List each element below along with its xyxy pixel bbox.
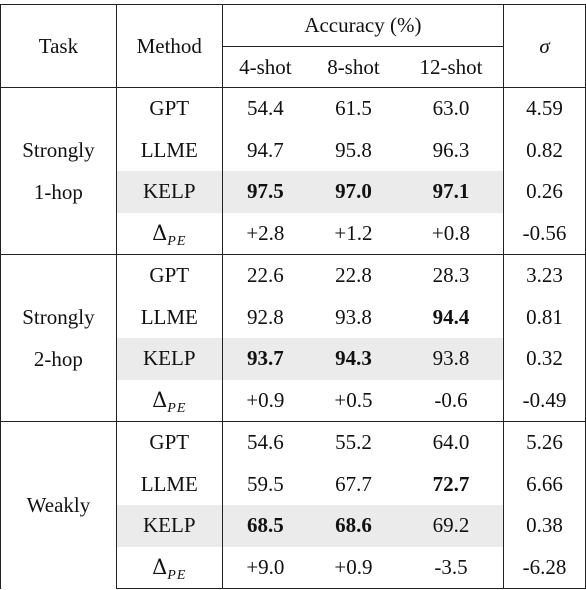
value-sigma: 3.23 <box>503 254 586 297</box>
table-row: ΔPE +2.8 +1.2 +0.8 -0.56 <box>1 212 586 255</box>
table-row: Strongly 1-hop GPT 54.4 61.5 63.0 4.59 <box>0 87 586 255</box>
task-label-line1: Strongly <box>22 305 95 329</box>
value-8-shot: 61.5 <box>308 87 399 130</box>
header-row-2: 4-shot 8-shot 12-shot <box>1 46 586 88</box>
table-row: ΔPE +9.0 +0.9 -3.5 -6.28 <box>1 546 586 589</box>
results-table: Task Method Accuracy (%) σ 4-shot 8-shot… <box>0 4 586 589</box>
value-8-shot: 55.2 <box>308 421 399 464</box>
value-4-shot: 93.7 <box>221 338 309 380</box>
task-label-line2: 1-hop <box>33 180 83 204</box>
value-12-shot: 97.1 <box>398 171 505 213</box>
table-row: Weakly GPT 54.6 55.2 64.0 5.26 <box>0 421 586 589</box>
value-4-shot: 97.5 <box>221 171 309 213</box>
method-cell-delta: ΔPE <box>115 379 223 422</box>
task-label-line2: 2-hop <box>33 347 83 371</box>
header-4-shot: 4-shot <box>221 46 309 88</box>
task-cell: Strongly 1-hop <box>0 87 117 255</box>
header-method: Method <box>115 4 223 88</box>
method-cell-delta: ΔPE <box>115 212 223 255</box>
value-sigma: 5.26 <box>503 421 586 464</box>
value-12-shot: 94.4 <box>398 296 505 338</box>
method-cell-delta: ΔPE <box>115 546 223 589</box>
header-accuracy: Accuracy (%) <box>221 4 505 47</box>
method-cell: LLME <box>115 129 223 171</box>
value-4-shot: +0.9 <box>221 379 309 422</box>
value-4-shot: 94.7 <box>221 129 309 171</box>
table-row: Strongly 2-hop GPT 22.6 22.8 28.3 3.23 <box>0 254 586 422</box>
method-cell: KELP <box>115 338 223 380</box>
value-8-shot: 22.8 <box>308 254 399 297</box>
method-cell: GPT <box>115 421 223 464</box>
delta-subscript: PE <box>167 400 187 416</box>
table-row-highlighted: KELP 68.5 68.6 69.2 0.38 <box>1 505 586 547</box>
value-sigma: 0.81 <box>503 296 586 338</box>
table-row: LLME 92.8 93.8 94.4 0.81 <box>1 296 586 338</box>
value-sigma: 0.82 <box>503 129 586 171</box>
value-8-shot: +0.5 <box>334 387 373 412</box>
header-sigma: σ <box>503 4 586 88</box>
value-sigma: -0.56 <box>503 212 586 255</box>
value-sigma: -6.28 <box>503 546 586 589</box>
value-8-shot: 94.3 <box>308 338 399 380</box>
method-cell: GPT <box>115 254 223 297</box>
table-row: ΔPE +0.9 +0.5 -0.6 -0.49 <box>1 379 586 422</box>
value-12-shot: 96.3 <box>398 129 505 171</box>
task-cell: Weakly <box>0 421 117 589</box>
value-4-shot: 54.4 <box>221 87 309 130</box>
delta-symbol: Δ <box>152 220 168 245</box>
value-12-shot: 64.0 <box>398 421 505 464</box>
value-12-shot: +0.8 <box>398 212 505 255</box>
value-sigma: -0.49 <box>503 379 586 422</box>
table-row: LLME 94.7 95.8 96.3 0.82 <box>1 129 586 171</box>
value-sigma: 0.32 <box>503 338 586 380</box>
value-8-shot: 68.6 <box>308 505 399 547</box>
table-row: LLME 59.5 67.7 72.7 6.66 <box>1 463 586 505</box>
value-4-shot: 68.5 <box>221 505 309 547</box>
value-8-shot: 95.8 <box>335 137 372 162</box>
table-row-highlighted: KELP 97.5 97.0 97.1 0.26 <box>1 171 586 213</box>
value-12-shot: -0.6 <box>398 379 505 422</box>
method-cell: LLME <box>115 296 223 338</box>
value-8-shot: +1.2 <box>334 220 373 245</box>
value-4-shot: 54.6 <box>221 421 309 464</box>
value-8-shot: 97.0 <box>308 171 399 213</box>
value-12-shot: 72.7 <box>398 463 505 505</box>
header-8-shot: 8-shot <box>327 54 380 79</box>
value-12-shot: 93.8 <box>398 338 505 380</box>
value-sigma: 0.38 <box>503 505 586 547</box>
value-8-shot: 93.8 <box>335 304 372 329</box>
header-12-shot: 12-shot <box>398 46 505 88</box>
value-8-shot: +0.9 <box>308 546 399 589</box>
delta-symbol: Δ <box>152 387 168 412</box>
value-12-shot: 28.3 <box>398 254 505 297</box>
value-12-shot: 69.2 <box>398 505 505 547</box>
value-4-shot: 92.8 <box>221 296 309 338</box>
header-row-1: Task Method Accuracy (%) σ <box>0 4 586 88</box>
header-task: Task <box>0 4 117 88</box>
value-4-shot: +9.0 <box>221 546 309 589</box>
task-cell: Strongly 2-hop <box>0 254 117 422</box>
task-label-line1: Strongly <box>22 138 95 162</box>
method-cell: KELP <box>115 505 223 547</box>
delta-subscript: PE <box>167 233 187 249</box>
table-row-highlighted: KELP 93.7 94.3 93.8 0.32 <box>1 338 586 380</box>
value-4-shot: +2.8 <box>221 212 309 255</box>
value-4-shot: 59.5 <box>221 463 309 505</box>
value-sigma: 0.26 <box>503 171 586 213</box>
value-sigma: 4.59 <box>503 87 586 130</box>
delta-subscript: PE <box>167 567 187 583</box>
value-8-shot: 67.7 <box>335 471 372 496</box>
value-12-shot: -3.5 <box>398 546 505 589</box>
value-12-shot: 63.0 <box>398 87 505 130</box>
method-cell: GPT <box>115 87 223 130</box>
method-cell: KELP <box>115 171 223 213</box>
value-sigma: 6.66 <box>503 463 586 505</box>
delta-symbol: Δ <box>152 554 168 579</box>
value-4-shot: 22.6 <box>221 254 309 297</box>
task-label-line1: Weakly <box>26 493 91 518</box>
method-cell: LLME <box>115 463 223 505</box>
